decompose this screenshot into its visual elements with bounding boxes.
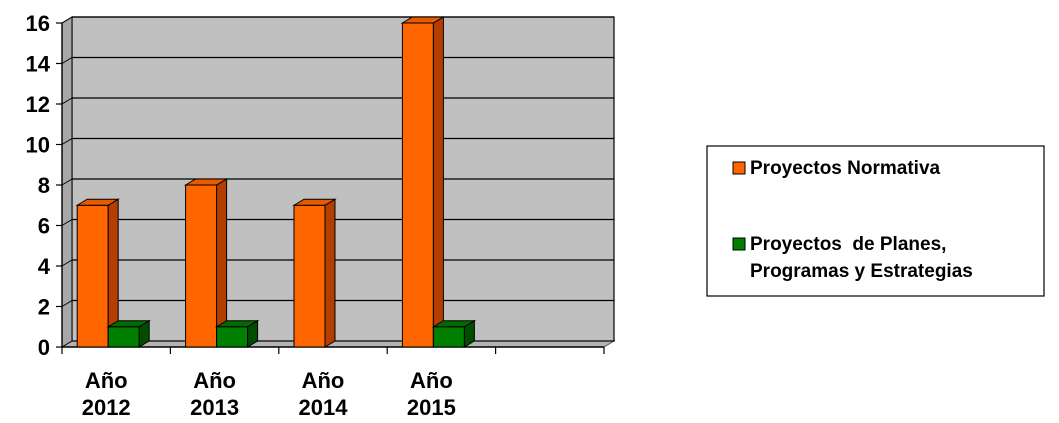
- legend-swatch-proyectos-normativa: [732, 161, 746, 175]
- x-category-label-line: 2013: [190, 395, 239, 420]
- x-category-label: Año 2015: [407, 368, 456, 420]
- x-category-label-line: 2014: [299, 395, 349, 420]
- bar-side: [432, 16, 444, 348]
- bar-0: [75, 198, 121, 348]
- y-tick-label: 0: [38, 335, 50, 360]
- bar-side: [324, 198, 336, 348]
- bar-front: [293, 204, 326, 348]
- bar-front: [432, 326, 465, 348]
- gridline-side: [61, 97, 73, 105]
- x-category-label-line: Año: [85, 368, 128, 393]
- bars: [75, 16, 477, 348]
- gridline-side: [61, 259, 73, 267]
- bar-top: [75, 198, 121, 206]
- y-tick-label: 6: [38, 214, 50, 239]
- bar-1: [214, 319, 260, 348]
- y-tick-labels: 0 2 4 6 8 10 12 14 16: [26, 11, 51, 360]
- legend: Proyectos Normativa Proyectos de Planes,…: [706, 145, 1045, 297]
- x-category-label-line: 2015: [407, 395, 456, 420]
- y-tick-label: 14: [26, 52, 51, 77]
- bar-top: [400, 16, 446, 24]
- x-category-label: Año 2012: [82, 368, 131, 420]
- legend-label-line: Proyectos Normativa: [750, 158, 941, 179]
- bar-1: [431, 319, 477, 348]
- gridline-side: [61, 57, 73, 64]
- bar-0: [292, 198, 337, 348]
- bar-top: [292, 198, 337, 206]
- bar-front: [401, 22, 434, 348]
- bar-top: [183, 178, 229, 186]
- y-tick-label: 10: [26, 133, 50, 158]
- bar-top: [431, 320, 477, 328]
- x-category-label: Año 2013: [190, 368, 239, 420]
- y-tick-label: 8: [38, 173, 50, 198]
- gridline-side: [61, 16, 73, 24]
- axes: [56, 22, 605, 354]
- plot-back-wall: [61, 16, 615, 348]
- legend-label-line: Proyectos de Planes,: [750, 234, 946, 255]
- y-tick-label: 4: [38, 254, 51, 279]
- bar-front: [185, 184, 218, 348]
- bar-front: [107, 326, 140, 348]
- legend-swatch-proyectos-planes: [732, 237, 746, 251]
- legend-box: [706, 145, 1045, 297]
- bar-front: [216, 326, 249, 348]
- bar-1: [106, 319, 152, 348]
- bar-top: [106, 320, 152, 328]
- gridline-side: [61, 138, 73, 145]
- gridline-side: [61, 219, 73, 226]
- legend-label-proyectos-planes: Proyectos de Planes, Programas y Estrate…: [750, 234, 999, 282]
- x-category-label-line: 2012: [82, 395, 131, 420]
- gridlines: [61, 16, 614, 307]
- y-tick-label: 12: [26, 92, 50, 117]
- bar-0: [400, 16, 446, 348]
- x-category-label-line: Año: [410, 368, 453, 393]
- bar-front: [76, 204, 109, 348]
- x-category-label-line: Año: [193, 368, 236, 393]
- x-category-label-line: Año: [302, 368, 345, 393]
- y-tick-label: 2: [38, 295, 50, 320]
- gridline-side: [61, 178, 73, 186]
- bar-0: [183, 178, 229, 348]
- gridline-side: [61, 300, 73, 307]
- bar-top: [214, 320, 260, 328]
- y-tick-label: 16: [26, 11, 50, 36]
- legend-label-line: Programas y Estrategias: [750, 261, 973, 282]
- x-category-label: Año 2014: [299, 368, 349, 420]
- legend-label-proyectos-normativa: Proyectos Normativa: [750, 158, 941, 179]
